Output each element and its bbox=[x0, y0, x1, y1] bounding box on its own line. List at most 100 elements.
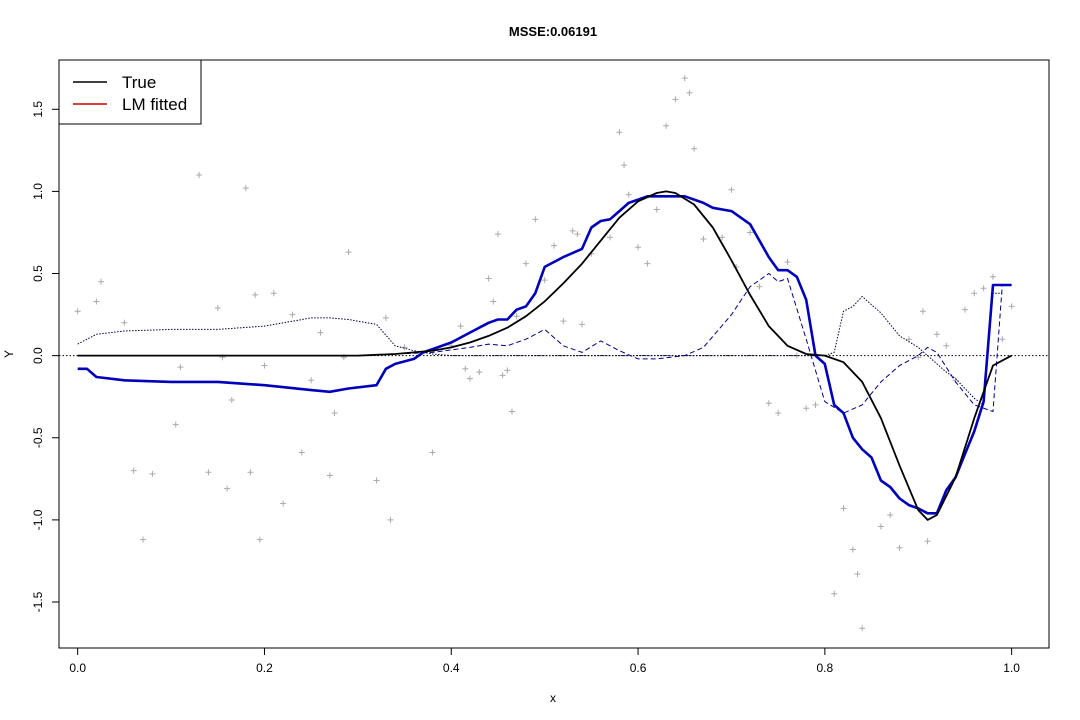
x-tick-label: 0.0 bbox=[69, 661, 86, 675]
scatter-point bbox=[756, 283, 763, 290]
scatter-point bbox=[933, 331, 940, 338]
x-tick-label: 0.8 bbox=[817, 661, 834, 675]
scatter-point bbox=[247, 469, 254, 476]
legend-label-true: True bbox=[122, 73, 156, 92]
scatter-point bbox=[625, 191, 632, 198]
y-tick-label: 0.0 bbox=[31, 347, 45, 364]
scatter-point bbox=[971, 290, 978, 297]
scatter-point bbox=[205, 469, 212, 476]
scatter-point bbox=[607, 234, 614, 241]
scatter-point bbox=[989, 273, 996, 280]
scatter-point bbox=[98, 278, 105, 285]
scatter-point bbox=[854, 571, 861, 578]
scatter-point bbox=[462, 365, 469, 372]
scatter-point bbox=[616, 129, 623, 136]
scatter-point bbox=[270, 290, 277, 297]
scatter-point bbox=[579, 321, 586, 328]
scatter-point bbox=[308, 377, 315, 384]
scatter-point bbox=[280, 500, 287, 507]
y-tick-label: -1.0 bbox=[31, 509, 45, 530]
x-tick-label: 0.6 bbox=[630, 661, 647, 675]
scatter-point bbox=[840, 505, 847, 512]
series-line-3 bbox=[77, 273, 1003, 414]
scatter-point bbox=[747, 229, 754, 236]
scatter-point bbox=[382, 314, 389, 321]
scatter-point bbox=[728, 186, 735, 193]
scatter-point bbox=[499, 372, 506, 379]
scatter-point bbox=[177, 364, 184, 371]
scatter-point bbox=[331, 410, 338, 417]
x-tick-label: 1.0 bbox=[1003, 661, 1020, 675]
scatter-point bbox=[849, 546, 856, 553]
scatter-point bbox=[681, 75, 688, 82]
scatter-point bbox=[261, 362, 268, 369]
scatter-point bbox=[485, 275, 492, 282]
x-tick-label: 0.2 bbox=[256, 661, 273, 675]
scatter-point bbox=[877, 523, 884, 530]
x-tick-label: 0.4 bbox=[443, 661, 460, 675]
scatter-point bbox=[765, 400, 772, 407]
scatter-point bbox=[1008, 303, 1015, 310]
y-tick-label: 1.0 bbox=[31, 183, 45, 200]
scatter-point bbox=[635, 244, 642, 251]
scatter-point bbox=[121, 319, 128, 326]
scatter-point bbox=[513, 313, 520, 320]
y-tick-label: 0.5 bbox=[31, 265, 45, 282]
y-tick-label: -0.5 bbox=[31, 427, 45, 448]
scatter-point bbox=[924, 538, 931, 545]
scatter-point bbox=[621, 162, 628, 169]
scatter-point bbox=[228, 396, 235, 403]
scatter-point bbox=[999, 336, 1006, 343]
scatter-point bbox=[672, 96, 679, 103]
scatter-point bbox=[172, 421, 179, 428]
legend: True LM fitted bbox=[58, 59, 202, 125]
scatter-point bbox=[700, 236, 707, 243]
y-tick-label: 1.5 bbox=[31, 101, 45, 118]
scatter-point bbox=[373, 477, 380, 484]
scatter-point bbox=[896, 544, 903, 551]
scatter-point bbox=[560, 318, 567, 325]
lines-layer bbox=[59, 190, 1049, 521]
scatter-point bbox=[149, 470, 156, 477]
scatter-point bbox=[644, 260, 651, 267]
scatter-point bbox=[887, 511, 894, 518]
scatter-point bbox=[803, 405, 810, 412]
scatter-point bbox=[943, 342, 950, 349]
scatter-point bbox=[919, 308, 926, 315]
scatter-point bbox=[140, 536, 147, 543]
legend-label-lm-fitted: LM fitted bbox=[122, 95, 187, 114]
series-line-1 bbox=[77, 195, 1012, 515]
series-line-2 bbox=[77, 292, 1003, 406]
scatter-point bbox=[574, 231, 581, 238]
scatter-point bbox=[401, 344, 408, 351]
legend-box bbox=[58, 59, 202, 125]
y-axis: -1.5 -1.0 -0.5 0.0 0.5 1.0 1.5 bbox=[31, 101, 60, 612]
y-axis-label: Y bbox=[2, 350, 16, 358]
scatter-point bbox=[74, 308, 81, 315]
scatter-point bbox=[429, 449, 436, 456]
chart-title: MSSE:0.06191 bbox=[509, 24, 597, 39]
scatter-point bbox=[242, 185, 249, 192]
plot-frame bbox=[58, 59, 1050, 649]
scatter-point bbox=[859, 625, 866, 632]
scatter-point bbox=[387, 516, 394, 523]
scatter-point bbox=[504, 367, 511, 374]
scatter-point bbox=[719, 234, 726, 241]
scatter-point bbox=[196, 171, 203, 178]
scatter-point bbox=[653, 206, 660, 213]
scatter-point bbox=[326, 472, 333, 479]
scatter-point bbox=[980, 285, 987, 292]
scatter-point bbox=[812, 401, 819, 408]
scatter-point bbox=[532, 216, 539, 223]
scatter-point bbox=[522, 260, 529, 267]
scatter-point bbox=[298, 449, 305, 456]
scatter-point bbox=[256, 536, 263, 543]
series-line-0 bbox=[77, 190, 1013, 521]
scatter-point bbox=[541, 277, 548, 284]
scatter-point bbox=[961, 306, 968, 313]
scatter-point bbox=[551, 242, 557, 249]
scatter-point bbox=[686, 89, 693, 96]
scatter-point bbox=[569, 227, 576, 234]
scatter-point bbox=[490, 298, 497, 305]
